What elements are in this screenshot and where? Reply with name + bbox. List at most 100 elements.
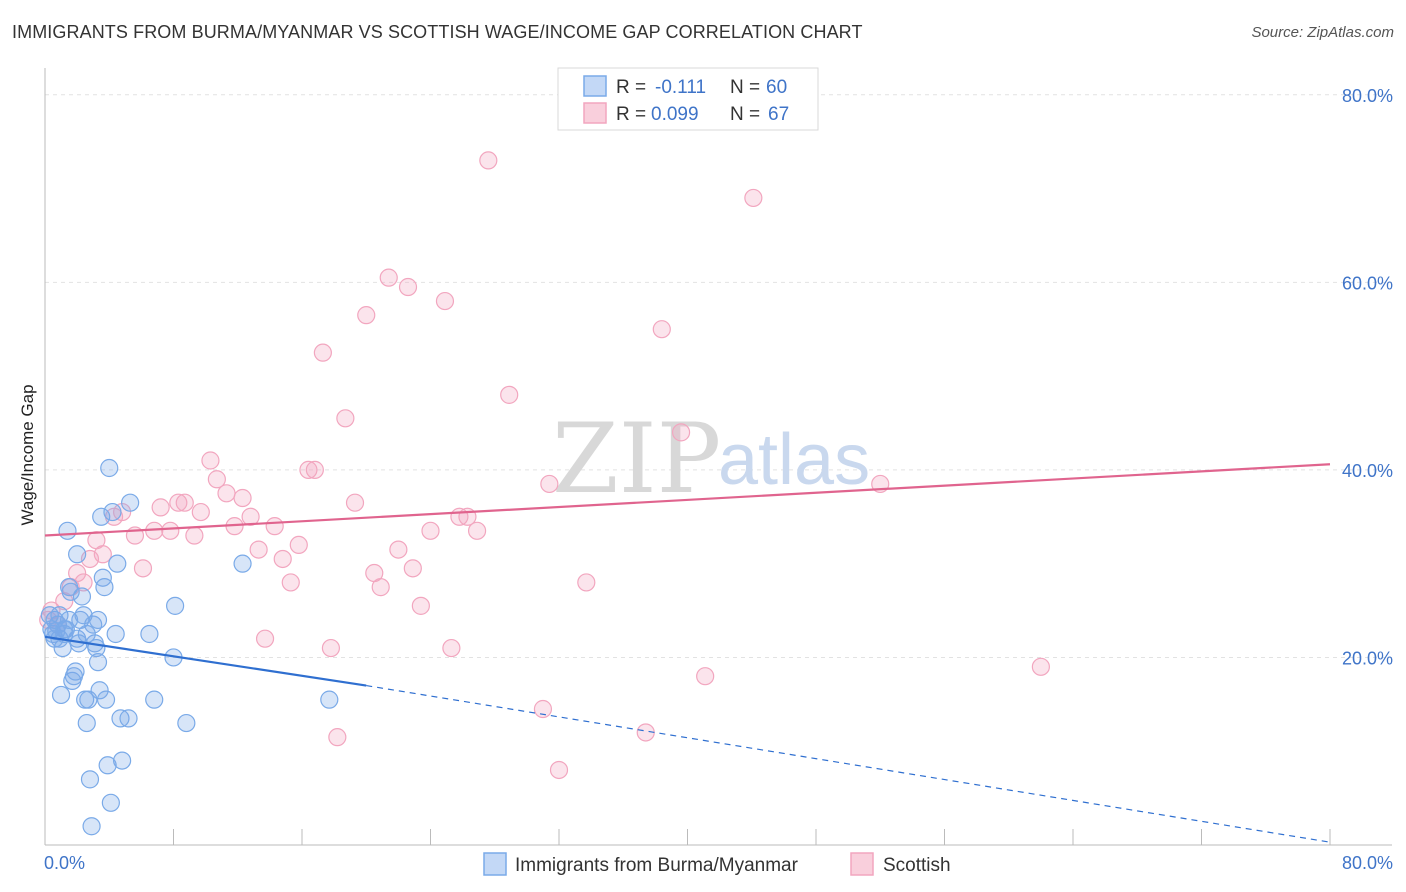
y-tick-label-1: 40.0% [1342,461,1393,481]
burma-point [77,713,96,733]
legend-pink-n-label: N = [730,104,760,125]
scottish-point [93,545,112,564]
scottish-point [185,526,204,545]
scottish-point [371,578,390,597]
bottom-legend-pink-label: Scottish [883,855,951,876]
scottish-point [336,409,355,428]
bottom-legend-blue-swatch [483,852,507,876]
burma-point [72,587,92,606]
trend-lines [44,463,1331,843]
legend-pink-r-label: R = [616,104,646,125]
burma-point [80,770,100,789]
scottish-point [577,573,596,592]
scottish-point [273,549,292,569]
burma-point [82,817,101,836]
burma-point [145,690,164,709]
burma-point [58,521,77,540]
burma-point [119,709,138,728]
burma-trend-line [44,635,367,687]
watermark-atlas: atlas [718,420,870,500]
burma-point [61,582,80,601]
burma-point [121,493,140,512]
burma-point [140,624,159,644]
burma-point [101,793,120,812]
scottish-point [411,596,430,615]
scottish-point [652,320,671,339]
scottish-point [744,188,763,208]
scottish-point [403,559,422,578]
scottish-point [241,507,260,526]
burma-point [233,554,252,573]
legend-blue-r-value: -0.111 [655,77,706,98]
legend-pink-n-value: 67 [768,104,789,125]
scottish-point [328,728,347,747]
burma-point [74,606,93,625]
legend-pink-r-value: 0.099 [651,104,699,125]
legend-blue-r-label: R = [616,77,646,98]
scottish-point [379,268,398,287]
burma-point [66,662,85,681]
watermark-zip: ZIP [552,403,721,515]
scottish-points [39,151,1050,780]
scottish-point [357,306,376,325]
scottish-point [161,521,180,540]
scottish-point [533,699,553,719]
gridlines [45,94,1392,658]
scottish-point [479,151,498,170]
legend-blue-n-label: N = [730,77,760,98]
y-tick-label-2: 60.0% [1342,273,1393,293]
source-label: Source: ZipAtlas.com [1251,24,1394,41]
correlation-legend: R = -0.111 N = 60 R = 0.099 N = 67 [557,67,819,131]
x-tick-label-1: 80.0% [1342,853,1393,873]
burma-point [93,568,112,587]
x-tick-labels: 0.0% 80.0% [44,853,1393,873]
y-tick-label-0: 20.0% [1342,648,1393,668]
scottish-point [467,521,487,540]
scottish-point [249,540,268,559]
scottish-point [191,502,210,522]
axes [44,68,1392,846]
burma-point [320,690,339,709]
y-tick-label-3: 80.0% [1342,86,1393,106]
scottish-point [345,493,365,512]
scottish-point [74,573,93,592]
burma-point [98,756,117,775]
burma-point [100,458,119,478]
scottish-point [435,291,455,311]
chart-title: IMMIGRANTS FROM BURMA/MYANMAR VS SCOTTIS… [12,22,863,42]
scottish-point [398,277,418,297]
burma-point [166,596,185,615]
scottish-trend-line [44,463,1331,537]
burma-point [177,713,196,733]
scottish-point [500,385,519,404]
burma-point [68,545,87,564]
watermark: ZIP atlas [552,403,870,515]
scottish-point [305,460,324,479]
burma-point [112,751,132,770]
scottish-point [133,559,153,578]
burma-point [92,507,111,526]
scottish-point [175,493,194,512]
legend-blue-n-value: 60 [766,77,787,98]
scottish-point [421,521,440,540]
burma-point [103,502,122,522]
scottish-point [68,563,87,583]
scottish-point [313,343,332,362]
scottish-point [549,760,569,780]
scottish-point [696,667,715,686]
burma-point [88,610,108,630]
burma-point [106,624,125,644]
scottish-point [201,451,220,470]
scottish-point [265,517,284,536]
scottish-point [169,493,188,512]
bottom-legend-blue-label: Immigrants from Burma/Myanmar [515,855,799,876]
scottish-point [217,484,236,503]
scottish-point [281,573,300,592]
legend-pink-swatch [583,102,607,124]
x-tick-label-0: 0.0% [44,853,85,873]
scottish-point [321,638,341,658]
burma-point [90,681,109,700]
burma-point [55,620,74,639]
y-tick-labels: 20.0% 40.0% 60.0% 80.0% [1342,86,1393,669]
